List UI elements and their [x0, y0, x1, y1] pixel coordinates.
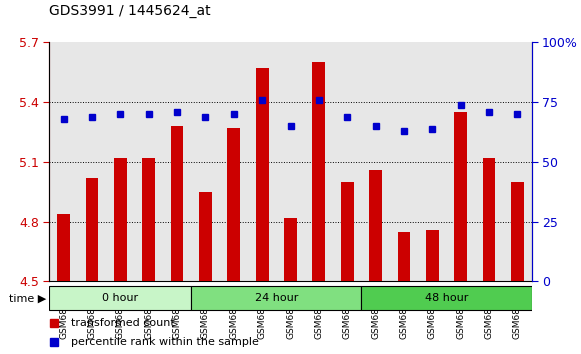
Bar — [503, 42, 532, 281]
Bar — [171, 126, 184, 281]
Bar — [390, 42, 418, 281]
Text: GDS3991 / 1445624_at: GDS3991 / 1445624_at — [49, 4, 211, 18]
Bar — [369, 170, 382, 281]
Bar — [78, 42, 106, 281]
Bar — [57, 214, 70, 281]
Bar — [475, 42, 503, 281]
Bar — [341, 182, 354, 281]
Bar — [248, 42, 277, 281]
Text: 0 hour: 0 hour — [102, 293, 138, 303]
Bar — [361, 286, 532, 310]
Bar — [313, 62, 325, 281]
Bar — [49, 42, 78, 281]
Bar — [49, 286, 191, 310]
Text: time ▶: time ▶ — [9, 293, 46, 303]
Bar — [114, 158, 127, 281]
Bar — [284, 218, 297, 281]
Bar — [220, 42, 248, 281]
Bar — [333, 42, 361, 281]
Text: percentile rank within the sample: percentile rank within the sample — [71, 337, 259, 347]
Bar — [85, 178, 98, 281]
Bar — [361, 42, 390, 281]
Text: transformed count: transformed count — [71, 318, 175, 329]
Bar — [483, 158, 496, 281]
Bar — [304, 42, 333, 281]
Bar — [227, 128, 240, 281]
Bar — [106, 42, 134, 281]
Bar — [447, 42, 475, 281]
Bar — [426, 230, 439, 281]
Bar — [277, 42, 304, 281]
Bar — [134, 42, 163, 281]
Text: 24 hour: 24 hour — [254, 293, 298, 303]
Bar — [418, 42, 447, 281]
Text: 48 hour: 48 hour — [425, 293, 468, 303]
Bar — [454, 112, 467, 281]
Bar — [397, 232, 410, 281]
Bar — [199, 192, 212, 281]
Bar — [191, 286, 361, 310]
Bar — [256, 68, 268, 281]
Bar — [163, 42, 191, 281]
Bar — [511, 182, 524, 281]
Bar — [142, 158, 155, 281]
Bar — [191, 42, 220, 281]
